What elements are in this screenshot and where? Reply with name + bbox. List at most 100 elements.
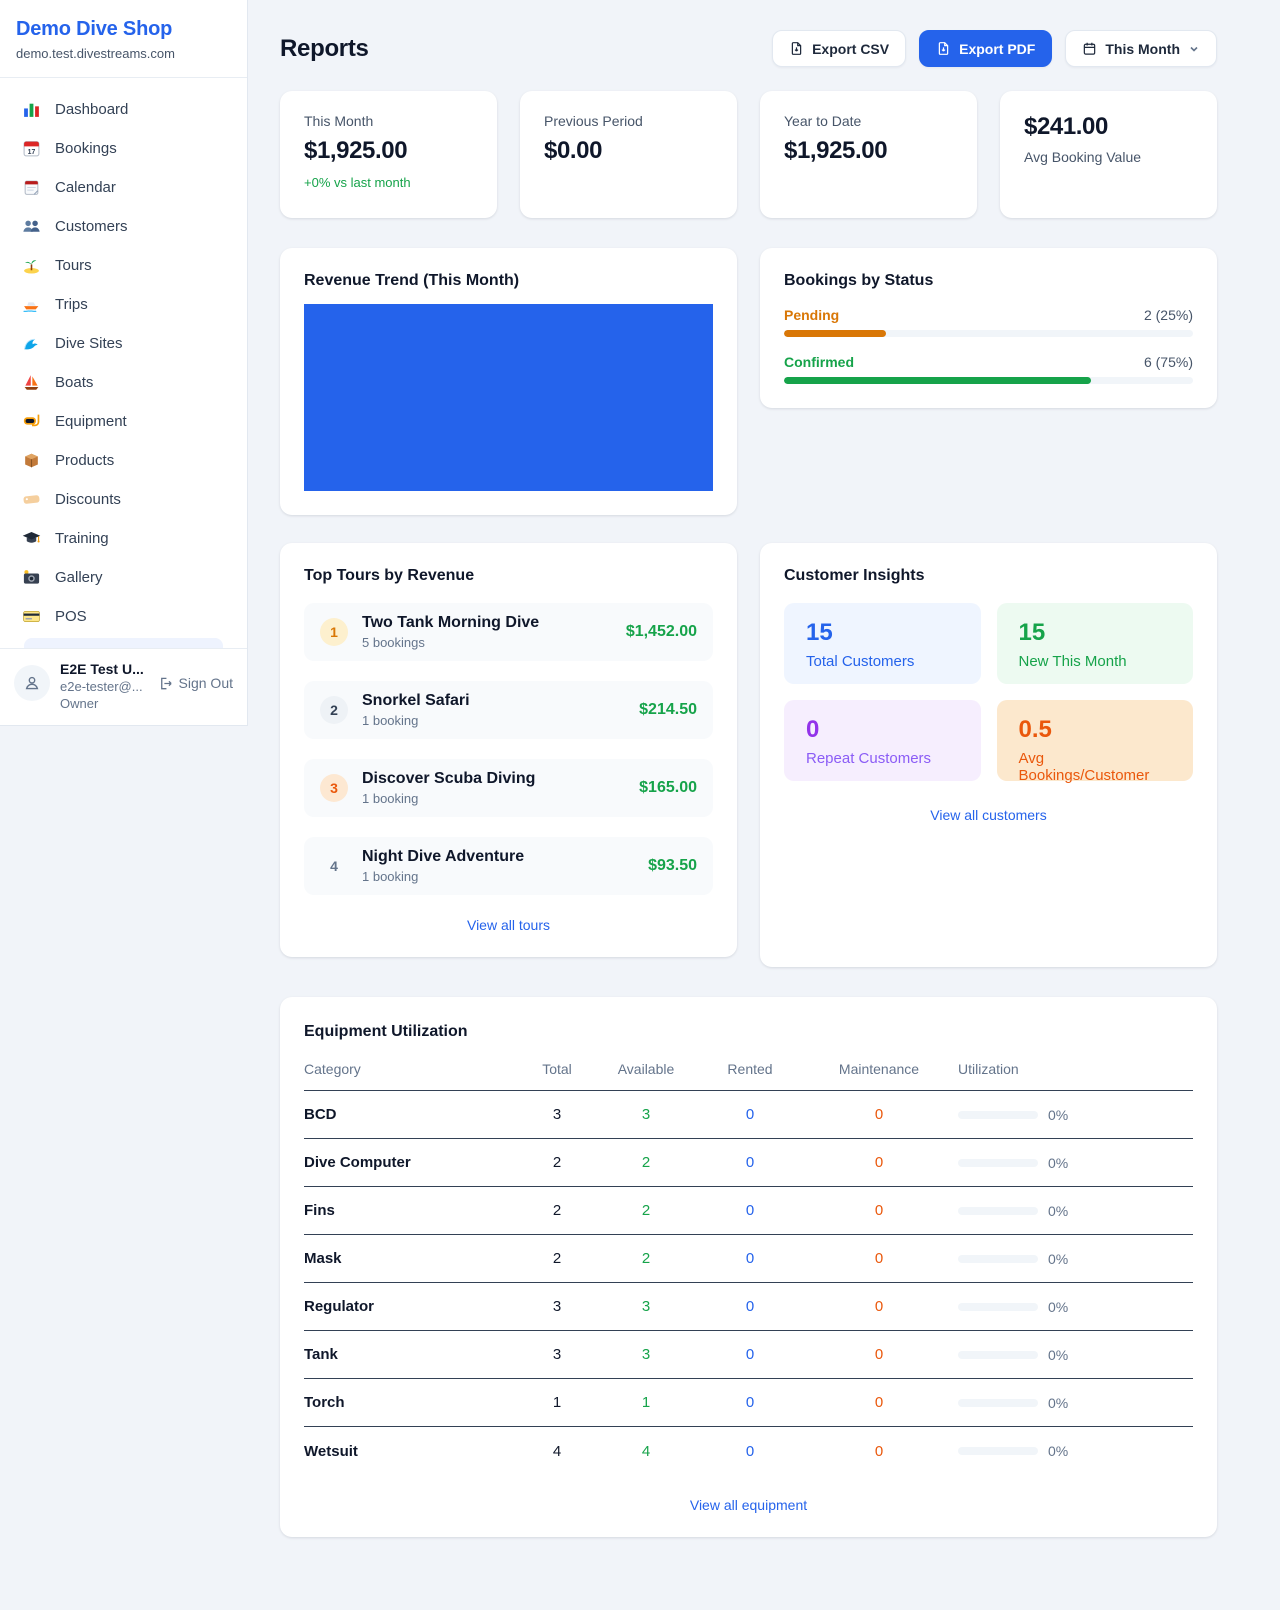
rank-badge: 2 [320,696,348,724]
col-rented: Rented [727,1061,773,1077]
view-all-tours-link[interactable]: View all tours [466,917,550,933]
shop-domain: demo.test.divestreams.com [16,46,175,61]
stat-cards: This Month $1,925.00 +0% vs last month P… [280,91,1217,218]
stat-delta: +0% vs last month [304,175,411,190]
tag-icon [22,490,41,509]
stat-label: This Month [304,113,374,129]
sidebar-item-tours[interactable]: Tours [12,246,235,285]
col-total: Total [542,1061,572,1077]
tour-name: Snorkel Safari [362,692,470,709]
revenue-trend-title: Revenue Trend (This Month) [304,272,520,289]
customer-insights-title: Customer Insights [784,567,925,584]
tour-name: Two Tank Morning Dive [362,614,540,631]
sidebar-item-pos[interactable]: POS [12,597,235,636]
sidebar-item-dashboard[interactable]: Dashboard [12,90,235,129]
stat-card-avg-booking-value: $241.00 Avg Booking Value [1000,91,1217,218]
insight-value: 15 [1018,619,1046,646]
top-tours-title: Top Tours by Revenue [304,567,475,584]
tour-row[interactable]: 2 Snorkel Safari 1 booking $214.50 [304,681,713,739]
view-all-equipment-link[interactable]: View all equipment [689,1497,808,1513]
tour-row[interactable]: 3 Discover Scuba Diving 1 booking $165.0… [304,759,713,817]
sidebar-item-bookings[interactable]: 17 Bookings [12,129,235,168]
insight-tile-total-customers: 15 Total Customers [784,603,981,684]
sidebar-nav: Dashboard 17 Bookings Calendar Customers… [0,78,247,648]
utilization-bar [958,1110,1038,1119]
sidebar-item-discounts[interactable]: Discounts [12,480,235,519]
calendar-17-icon: 17 [22,139,41,158]
tour-bookings: 1 booking [362,713,419,728]
stat-label: Previous Period [544,113,643,129]
period-dropdown[interactable]: This Month [1065,30,1217,67]
sidebar-item-boats[interactable]: Boats [12,363,235,402]
calendar-icon [1084,42,1096,55]
status-bar-track [784,330,1193,337]
table-row: Torch 1 1 0 0 0% [304,1379,1193,1427]
customer-insights-panel: Customer Insights 15 Total Customers 15 … [760,543,1217,967]
sidebar-item-equipment[interactable]: Equipment [12,402,235,441]
sidebar-user-section: E2E Test U... e2e-tester@... Owner Sign … [0,648,247,725]
export-pdf-button[interactable]: Export PDF [919,30,1053,67]
insight-tiles: 15 Total Customers 15 New This Month 0 R… [784,603,1193,784]
file-download-icon [791,42,802,55]
table-row: Dive Computer 2 2 0 0 0% [304,1139,1193,1187]
sidebar-item-label: Dashboard [55,101,129,118]
page-title: Reports [280,34,369,62]
person-icon [25,676,39,690]
tour-revenue: $165.00 [639,779,697,796]
insight-label: Total Customers [806,653,915,670]
shop-logo[interactable]: Demo Dive Shop [16,18,173,40]
col-maintenance: Maintenance [838,1061,920,1077]
utilization-bar [958,1302,1038,1311]
stat-card-previous-period: Previous Period $0.00 [520,91,737,218]
stat-card-year-to-date: Year to Date $1,925.00 [760,91,977,218]
bookings-by-status-panel: Bookings by Status Pending 2 (25%) Confi… [760,248,1217,408]
sidebar-item-label: Equipment [55,413,127,430]
bookings-by-status-title: Bookings by Status [784,272,934,289]
table-row: BCD 3 3 0 0 0% [304,1091,1193,1139]
utilization-bar [958,1254,1038,1263]
sidebar-item-reports-active-clipped[interactable] [24,638,223,648]
sidebar-item-gallery[interactable]: Gallery [12,558,235,597]
sidebar-item-label: POS [55,608,87,625]
status-bar-fill [784,377,1091,384]
utilization-bar [958,1158,1038,1167]
sidebar-item-customers[interactable]: Customers [12,207,235,246]
sidebar-item-dive-sites[interactable]: Dive Sites [12,324,235,363]
tour-name: Night Dive Adventure [362,848,525,865]
top-tours-panel: Top Tours by Revenue 1 Two Tank Morning … [280,543,737,957]
insight-tile-avg-bookings: 0.5 Avg Bookings/Customer [996,700,1193,784]
app-root: Demo Dive Shop demo.test.divestreams.com… [0,0,1280,1577]
insight-value: 0.5 [1018,716,1052,743]
sign-out-label: Sign Out [178,675,233,691]
sidebar-item-trips[interactable]: Trips [12,285,235,324]
avatar [14,665,50,701]
sidebar-item-calendar[interactable]: Calendar [12,168,235,207]
sidebar-item-products[interactable]: Products [12,441,235,480]
user-role: Owner [60,696,99,711]
tour-revenue: $214.50 [639,701,697,718]
status-count: 6 (75%) [1143,354,1193,370]
people-icon [22,217,41,236]
insight-value: 0 [806,716,820,743]
status-label: Pending [784,307,840,323]
dive-mask-icon [22,412,41,431]
sign-out-button[interactable]: Sign Out [158,675,233,691]
export-csv-button[interactable]: Export CSV [772,30,907,67]
export-pdf-label: Export PDF [959,40,1036,57]
tour-bookings: 1 booking [362,869,419,884]
sidebar-item-training[interactable]: Training [12,519,235,558]
graduation-cap-icon [22,529,41,548]
tour-row[interactable]: 1 Two Tank Morning Dive 5 bookings $1,45… [304,603,713,661]
sidebar-item-label: Calendar [55,179,116,196]
view-all-customers-link[interactable]: View all customers [930,807,1047,823]
tour-row[interactable]: 4 Night Dive Adventure 1 booking $93.50 [304,837,713,895]
stat-label: Avg Booking Value [1024,149,1142,165]
package-icon [22,451,41,470]
wave-icon [22,334,41,353]
stat-value: $1,925.00 [304,137,408,164]
user-info: E2E Test U... e2e-tester@... Owner [60,661,144,711]
status-bar-track [784,377,1193,384]
status-row-pending: Pending 2 (25%) [784,307,1193,337]
main-content: Reports Export CSV Export PDF This Month [248,0,1280,1577]
table-row: Regulator 3 3 0 0 0% [304,1283,1193,1331]
